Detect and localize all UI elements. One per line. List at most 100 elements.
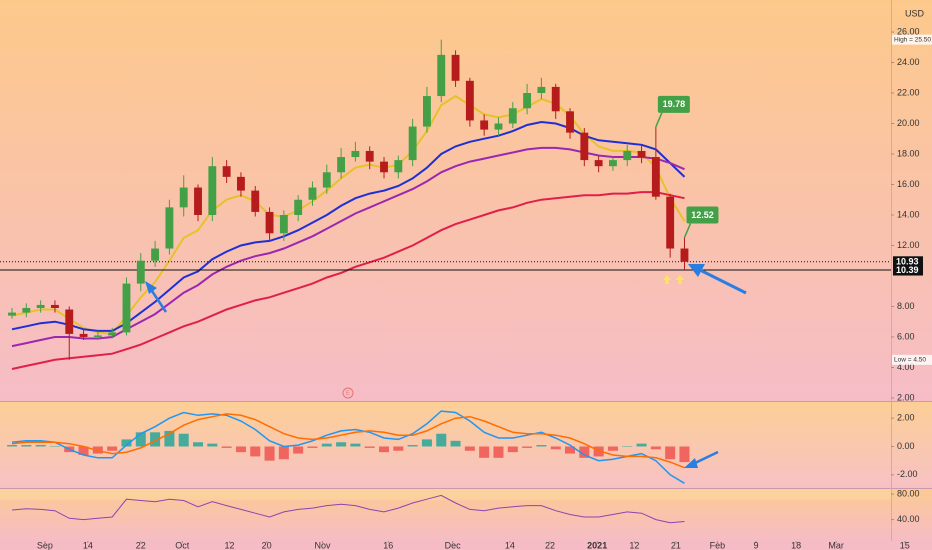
y-tick-label: 26.00 [897,26,920,36]
y-tick-label: 2.00 [897,392,915,402]
histogram-bar [293,446,304,454]
time-axis [0,541,932,550]
histogram-bar [550,446,561,450]
rsi-line [11,494,685,524]
histogram-bar [150,432,161,447]
candle-body [79,333,88,337]
y-tick-label: 6.00 [897,331,915,341]
candle-body [465,80,474,121]
histogram-bar [49,446,60,447]
histogram-bar [250,446,261,457]
candle-body [394,160,403,173]
candle-body [122,283,131,333]
x-tick-label: 14 [83,540,93,550]
candle-body [594,160,603,167]
candle-body [651,157,660,197]
histogram-bar [479,446,490,458]
price-line-label: 10.93 [896,257,919,267]
candle-body [36,304,45,308]
candle-body [551,86,560,112]
earnings-marker [342,387,354,399]
candle-body [365,150,374,162]
candle-body [380,161,388,173]
histogram-bar [636,443,647,447]
histogram-bar [665,446,676,460]
y-tick-label: 12.00 [897,240,920,250]
candle-body [8,312,16,316]
candle-body [22,307,31,313]
y-tick-label: 4.00 [897,362,915,372]
price-panel [0,0,932,401]
candle-body [408,126,417,161]
candle-body [666,196,675,249]
x-tick-label: 16 [383,540,393,550]
candle-body [194,187,202,215]
arrow-head [688,264,705,277]
arrow-head [684,458,698,468]
candle-body [580,132,589,161]
macd-line [11,410,685,484]
price-line-label: 10.39 [896,265,919,275]
candle-body [279,214,288,234]
histogram-bar [178,433,189,447]
x-tick-label: Oct [175,540,190,550]
candle-body [337,157,346,173]
x-tick-label: Dec [445,540,462,550]
candle-body [523,93,532,109]
annotations [145,264,747,468]
histogram-bar [264,446,275,461]
candle-body [508,108,517,124]
y-tick-label: 20.00 [897,118,920,128]
x-tick-label: 2021 [587,540,607,550]
candle-body [51,304,59,308]
candle-body [237,176,245,191]
histogram-bar [307,446,318,448]
candle-body [637,150,646,158]
callout-stem [683,223,692,238]
candle-body [93,335,102,337]
histogram-bar [364,446,375,448]
candle-body [623,150,632,161]
histogram-bar [221,446,232,448]
up-arrow [663,275,671,284]
y-tick-label: 18.00 [897,148,920,158]
histogram-bar [107,446,118,451]
callout-label: 12.52 [691,210,714,220]
y-tick-label: 16.00 [897,179,920,189]
x-tick-label: Sep [37,540,53,550]
plot: 2.00 4.00 6.00 8.00 12.00 14.00 16.00 18.00 20.0… [0,26,932,550]
x-tick-label: Nov [314,540,331,550]
histogram-bar [407,445,418,447]
x-tick-label: 18 [791,540,801,550]
candle-body [165,207,174,249]
price-line-box [893,256,923,268]
currency: USD [905,8,925,18]
y-tick-label: 40.00 [897,514,920,524]
x-tick-label: 12 [629,540,639,550]
candle-body [222,166,231,177]
histogram-bar [565,446,576,454]
candle-body [308,187,317,200]
histogram-bar [350,443,361,447]
histogram-bar [679,446,690,463]
candle-body [537,86,546,94]
y-tick-label: 8.00 [897,301,915,311]
histogram-bar [650,446,661,450]
x-tick-label: Feb [710,540,726,550]
callout-stem [655,112,663,128]
histogram-bar [579,446,590,458]
candle-body [65,309,74,334]
candle-body [208,166,217,215]
histogram-bar [278,446,289,460]
candle-body [437,54,446,97]
histogram-bar [507,446,518,453]
callout-box [657,95,690,113]
y-tick-label: 14.00 [897,209,920,219]
x-tick-label: Mar [828,540,844,550]
histogram-bar [493,446,504,458]
x-tick-label: 9 [754,540,759,550]
candle-body [566,111,574,133]
y-tick-label: -2.00 [897,469,918,479]
signal-arrows [663,275,684,284]
